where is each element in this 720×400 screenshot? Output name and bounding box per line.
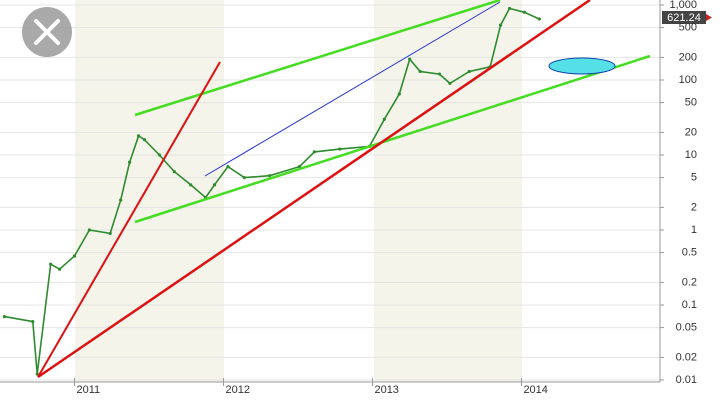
trend-line bbox=[37, 61, 221, 378]
price-point bbox=[35, 372, 39, 376]
y-tick-label: 0.01 bbox=[676, 374, 697, 386]
y-tick-label: 200 bbox=[679, 51, 697, 63]
price-point bbox=[31, 320, 35, 324]
y-tick-label: 0.1 bbox=[682, 299, 697, 311]
trend-line bbox=[37, 0, 591, 379]
y-tick-label: 100 bbox=[679, 74, 697, 86]
price-point bbox=[268, 174, 272, 178]
price-point bbox=[242, 175, 246, 180]
price-point bbox=[157, 153, 162, 157]
y-tick-label: 1,000 bbox=[669, 0, 697, 11]
price-point bbox=[2, 315, 7, 319]
price-point bbox=[382, 117, 386, 121]
x-tick-label: 2013 bbox=[374, 384, 398, 396]
price-point bbox=[57, 267, 62, 271]
price-point bbox=[212, 183, 217, 187]
y-tick-label: 0.2 bbox=[682, 276, 697, 288]
price-point bbox=[397, 92, 401, 96]
price-point bbox=[507, 6, 512, 11]
price-point bbox=[108, 231, 112, 236]
price-point bbox=[172, 170, 176, 174]
price-point bbox=[498, 23, 503, 27]
price-point bbox=[136, 134, 141, 138]
price-point bbox=[142, 138, 147, 142]
price-point bbox=[87, 228, 91, 232]
y-tick-label: 500 bbox=[679, 21, 697, 33]
price-point bbox=[338, 147, 342, 151]
highlight-ellipse bbox=[548, 57, 616, 75]
price-point bbox=[189, 183, 193, 187]
last-price-pointer bbox=[706, 14, 712, 21]
close-button[interactable] bbox=[22, 7, 72, 57]
price-point bbox=[537, 17, 541, 21]
y-tick-label: 50 bbox=[685, 96, 697, 108]
close-icon[interactable] bbox=[34, 19, 60, 45]
last-price-label: 621.24 bbox=[667, 12, 701, 24]
price-point bbox=[297, 165, 302, 169]
y-tick-label: 5 bbox=[691, 171, 697, 183]
price-point bbox=[312, 150, 316, 154]
last-price-box bbox=[662, 11, 706, 24]
y-tick-label: 1 bbox=[691, 224, 697, 236]
x-tick-label: 2012 bbox=[225, 384, 249, 396]
trend-lines bbox=[37, 0, 651, 379]
price-point bbox=[448, 81, 452, 86]
y-tick-label: 2 bbox=[691, 201, 697, 213]
price-point bbox=[408, 57, 412, 61]
y-tick-label: 0.5 bbox=[682, 246, 697, 258]
price-point bbox=[522, 10, 527, 14]
y-tick-label: 10 bbox=[685, 149, 697, 161]
price-point bbox=[437, 72, 442, 76]
price-line bbox=[4, 7, 540, 375]
x-tick-label: 2011 bbox=[76, 384, 100, 396]
y-tick-label: 20 bbox=[685, 126, 697, 138]
price-point bbox=[418, 69, 422, 74]
price-point bbox=[467, 69, 471, 74]
price-point bbox=[72, 254, 77, 258]
y-tick-label: 0.05 bbox=[676, 321, 697, 333]
price-point bbox=[119, 198, 123, 202]
x-tick-label: 2014 bbox=[523, 384, 547, 396]
price-point bbox=[49, 262, 53, 266]
trend-line bbox=[134, 0, 501, 117]
trend-line bbox=[204, 1, 501, 177]
y-tick-label: 0.02 bbox=[676, 351, 697, 363]
price-point bbox=[226, 165, 230, 169]
price-point bbox=[128, 160, 132, 164]
trend-line bbox=[134, 54, 651, 224]
year-band bbox=[75, 0, 224, 382]
